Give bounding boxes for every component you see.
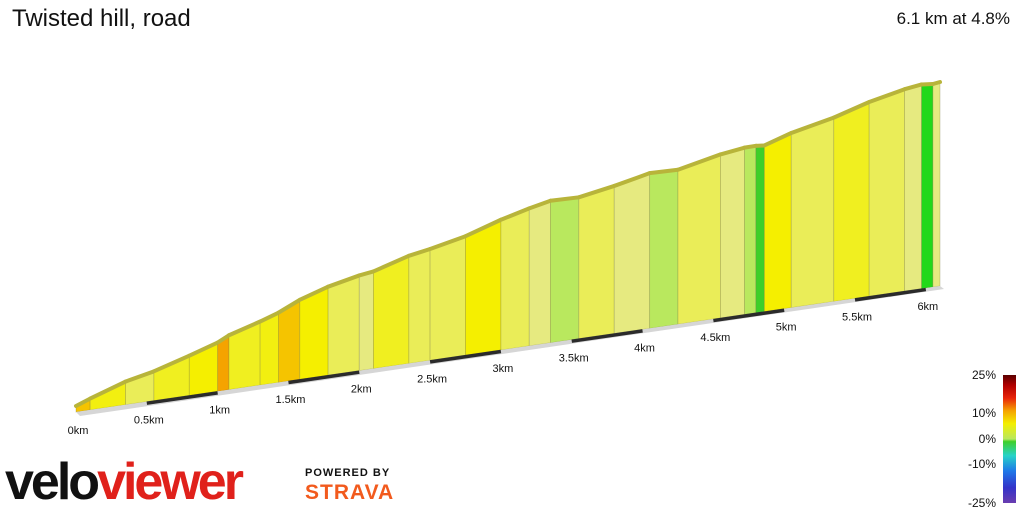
gradient-segment — [790, 117, 835, 309]
gradient-segment — [408, 248, 431, 364]
road-surface-ridge — [867, 87, 907, 104]
gradient-segment — [465, 219, 502, 356]
road-surface-ridge — [762, 130, 794, 148]
veloviewer-logo[interactable]: veloviewer — [5, 452, 244, 512]
logo-velo-text: velo — [5, 453, 100, 511]
x-tick-label: 5km — [776, 322, 797, 334]
distance-band — [713, 308, 785, 323]
road-surface-ridge — [226, 319, 263, 338]
x-tick-label: 3km — [493, 363, 514, 375]
gradient-segment — [932, 81, 941, 288]
gradient-segment — [358, 270, 374, 372]
road-surface-ridge — [123, 369, 156, 384]
x-tick-label: 5.5km — [842, 311, 872, 323]
gradient-segment — [744, 145, 757, 315]
x-tick-label: 2km — [351, 384, 372, 396]
legend-label-0: 0% — [978, 432, 996, 446]
distance-axis — [76, 286, 944, 416]
gradient-segment — [528, 200, 551, 347]
powered-by-text: POWERED BY — [305, 467, 391, 479]
gradient-segment — [259, 312, 279, 386]
road-surface-ridge — [463, 217, 503, 239]
road-surface-ridge — [326, 273, 362, 289]
gradient-segment — [613, 172, 651, 334]
gradient-segment — [868, 88, 905, 297]
x-tick-label: 1.5km — [275, 394, 305, 406]
road-surface-ridge — [902, 82, 924, 92]
x-tick-label: 3.5km — [559, 353, 589, 365]
gradient-segment — [763, 132, 792, 313]
distance-band — [429, 349, 502, 364]
road-surface-ridge — [297, 284, 331, 302]
gradient-segment — [755, 145, 765, 314]
gradient-colorbar — [1003, 375, 1016, 503]
distance-tick-labels: 0km 0.5km 1km 1.5km 2km 2.5km 3km 3.5km 4km 4.5km… — [68, 301, 939, 437]
legend-label-minus10: -10% — [967, 457, 996, 471]
distance-band — [571, 329, 643, 343]
x-tick-label: 2.5km — [417, 373, 447, 385]
road-surface-ridge — [718, 145, 747, 157]
gradient-segment — [429, 235, 466, 361]
x-tick-label: 0.5km — [134, 415, 164, 427]
x-tick-label: 1km — [209, 404, 230, 416]
gradient-segment — [677, 153, 721, 325]
road-surface-ridge — [576, 183, 617, 200]
road-surface-ridge — [675, 152, 723, 172]
legend-label-minus25: -25% — [967, 496, 996, 510]
road-surface-ridge — [930, 80, 942, 86]
road-surface-ridge — [406, 247, 433, 258]
gradient-segment — [500, 207, 530, 351]
gradient-segments — [74, 80, 942, 413]
gradient-segment — [550, 196, 580, 344]
logo-viewer-text: viewer — [97, 453, 244, 511]
x-tick-label: 6km — [917, 301, 938, 313]
road-surface-ridge — [357, 269, 376, 278]
x-tick-label: 4.5km — [700, 332, 730, 344]
road-surface-ridge — [612, 171, 652, 188]
road-surface-ridge — [258, 310, 281, 324]
distance-band — [146, 391, 218, 405]
distance-band — [288, 370, 360, 385]
gradient-segment — [578, 185, 615, 340]
road-surface-ridge — [647, 167, 680, 176]
gradient-segment — [921, 83, 934, 290]
gradient-segment — [299, 286, 329, 380]
road-surface-ridge — [276, 297, 302, 315]
road-surface-ridge — [498, 206, 532, 222]
road-surface-ridge — [74, 396, 93, 408]
road-surface-ridge — [371, 253, 411, 274]
road-surface-ridge — [831, 100, 872, 120]
road-surface-ridge — [187, 340, 220, 358]
road-surface-ridge — [151, 353, 192, 374]
road-surface-ridge — [789, 115, 836, 135]
legend-label-25: 25% — [971, 368, 996, 382]
gradient-segment — [373, 255, 410, 370]
road-surface-ridge — [527, 198, 553, 211]
gradient-segment — [649, 169, 679, 329]
gradient-segment — [833, 101, 870, 302]
x-tick-label: 0km — [68, 425, 89, 437]
x-tick-label: 4km — [634, 342, 655, 354]
road-surface-ridge — [215, 333, 231, 345]
road-surface-ridge — [428, 234, 468, 252]
gradient-segment — [720, 147, 745, 319]
strava-logo[interactable]: STRAVA — [305, 481, 395, 504]
chart-title: Twisted hill, road — [12, 5, 191, 32]
gradient-segment — [904, 83, 922, 292]
road-surface-ridge — [88, 379, 128, 401]
road-surface-ridge — [548, 195, 581, 203]
climb-summary: 6.1 km at 4.8% — [896, 9, 1010, 28]
legend-label-10: 10% — [971, 406, 996, 420]
gradient-segment — [327, 274, 360, 376]
distance-band — [854, 287, 927, 302]
